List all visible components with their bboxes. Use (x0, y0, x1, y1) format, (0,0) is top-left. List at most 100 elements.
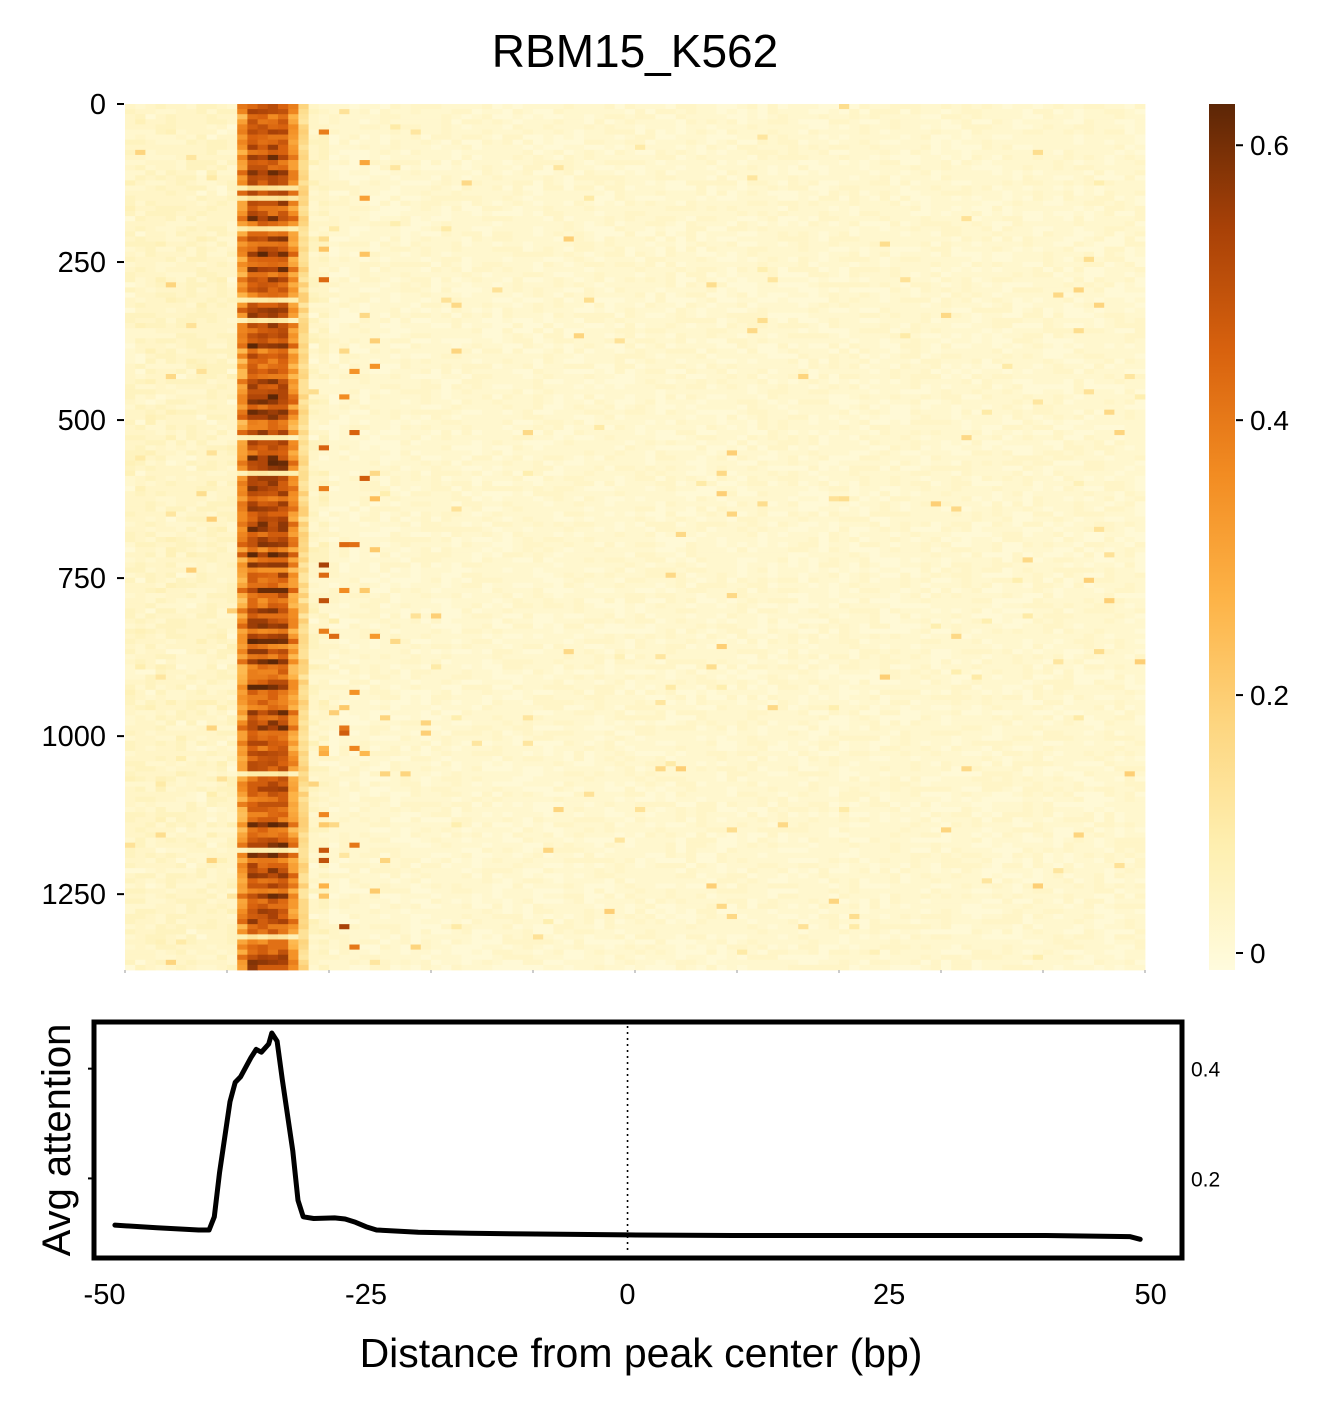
heatmap-cell-run-4510 (798, 445, 809, 451)
heatmap-cell-run-1330 (206, 205, 218, 212)
heatmap-cell-run-2401 (186, 287, 197, 293)
heatmap-cell-run-1092 (635, 185, 666, 191)
heatmap-cell-run-4979 (818, 480, 830, 487)
heatmap-cell-run-4375 (777, 435, 789, 441)
heatmap-cell-run-2332 (206, 282, 218, 288)
heatmap-cell-run-847 (910, 165, 921, 171)
heatmap-cell-run-4737 (288, 465, 299, 472)
heatmap-cell-run-4615 (400, 455, 411, 461)
heatmap-cell-run-2653 (737, 302, 748, 309)
heatmap-cell-run-2606 (1104, 297, 1125, 304)
heatmap-cell-run-1979 (165, 256, 177, 263)
heatmap-cell-run-372 (696, 129, 707, 135)
heatmap-cell-run-183 (777, 114, 789, 120)
heatmap-cell-run-2462 (1094, 287, 1105, 293)
heatmap-cell-run-3063 (135, 338, 146, 344)
heatmap-cell-run-37 (675, 104, 697, 110)
heatmap-cell-run-2062 (329, 261, 360, 268)
heatmap-cell-run-4707 (890, 460, 901, 467)
heatmap-cell-run-1183 (1073, 190, 1085, 197)
heatmap-cell-run-320 (920, 124, 932, 130)
heatmap-cell-run-3071 (247, 338, 258, 344)
heatmap-cell-run-917 (992, 170, 1003, 176)
heatmap-cell-run-2184 (135, 272, 167, 278)
heatmap-cell-run-4227 (533, 424, 544, 431)
heatmap-cell-run-1747 (696, 236, 707, 242)
heatmap-cell-run-3528 (920, 368, 932, 375)
heatmap-cell-run-4647 (818, 455, 830, 461)
heatmap-cell-run-3021 (512, 333, 524, 339)
heatmap-cell-run-1456 (257, 216, 269, 222)
heatmap-cell-run-3387 (869, 358, 881, 365)
heatmap-cell-run-1442 (1094, 210, 1105, 217)
heatmap-cell-run-4272 (237, 430, 248, 436)
heatmap-cell-run-2319 (1073, 277, 1085, 283)
heatmap-cell-run-3213 (257, 348, 269, 355)
heatmap-cell-run-501 (624, 139, 646, 146)
heatmap-cell-run-2824 (278, 317, 289, 324)
heatmap-cell-run-4526 (1063, 445, 1085, 451)
heatmap-cell-run-2625 (349, 302, 360, 309)
heatmap-cell-run-2085 (675, 261, 687, 268)
heatmap-cell-run-4311 (808, 430, 819, 436)
heatmap-cell-run-1848 (257, 246, 269, 253)
heatmap-cell-run-4100 (686, 414, 697, 421)
heatmap-cell-run-1347 (441, 205, 452, 212)
heatmap-cell-run-2113 (145, 267, 156, 273)
heatmap-cell-run-4299 (584, 430, 636, 436)
heatmap-cell-run-4950 (390, 480, 401, 487)
heatmap-cell-run-1483 (655, 216, 677, 222)
heatmap-cell-run-1046 (951, 180, 972, 186)
heatmap-cell-run-4450 (920, 440, 942, 446)
heatmap-cell-run-3729 (930, 384, 942, 390)
heatmap-cell-run-1285 (512, 200, 524, 207)
heatmap-cell-run-4531 (1134, 445, 1146, 451)
heatmap-cell-run-3038 (737, 333, 748, 339)
heatmap-cell-run-2815 (176, 317, 197, 324)
heatmap-cell-run-2256 (257, 277, 269, 283)
heatmap-cell-run-1570 (1083, 221, 1125, 227)
heatmap-cell-run-4431 (645, 440, 656, 446)
heatmap-cell-run-423 (410, 134, 422, 141)
heatmap-cell-run-67 (1124, 104, 1136, 110)
heatmap-cell-run-4349 (339, 435, 350, 441)
heatmap-cell-run-2711 (573, 307, 595, 314)
heatmap-cell-run-3457 (910, 363, 932, 370)
heatmap-cell-run-3320 (941, 353, 962, 360)
heatmap-cell-run-2545 (267, 297, 279, 304)
heatmap-cell-run-633 (696, 149, 707, 156)
heatmap-cell-run-1334 (257, 205, 279, 212)
heatmap-cell-run-863 (176, 170, 197, 176)
heatmap-cell-run-1550 (777, 221, 789, 227)
heatmap-cell-run-1903 (1073, 246, 1105, 253)
heatmap-cell-run-4780 (1022, 465, 1034, 472)
heatmap-cell-run-4213 (308, 424, 320, 431)
heatmap-cell-run-4264 (155, 430, 167, 436)
heatmap-cell-run-2246 (155, 277, 167, 283)
heatmap-cell-run-3602 (992, 373, 1013, 380)
heatmap-cell-run-754 (461, 160, 473, 166)
heatmap-cell-run-2968 (543, 328, 554, 334)
heatmap-cell-run-623 (584, 149, 595, 156)
heatmap-cell-run-2493 (533, 292, 544, 298)
heatmap-cell-run-2751 (247, 312, 258, 319)
heatmap-cell-run-2591 (941, 297, 952, 304)
heatmap-cell-run-1610 (686, 226, 707, 232)
heatmap-cell-run-2542 (227, 297, 238, 304)
heatmap-cell-run-3172 (747, 343, 758, 349)
heatmap-cell-run-980 (1012, 175, 1023, 181)
heatmap-cell-run-3744 (216, 389, 238, 395)
heatmap-cell-run-3124 (1073, 338, 1125, 344)
heatmap-cell-run-2127 (329, 267, 340, 273)
heatmap-cell-run-2940 (1063, 323, 1085, 329)
heatmap-cell-run-3502 (512, 368, 534, 375)
heatmap-cell-run-3915 (788, 399, 799, 405)
heatmap-cell-run-4753 (594, 465, 605, 472)
heatmap-cell-run-206 (165, 119, 177, 125)
heatmap-cell-run-3790 (1073, 389, 1085, 395)
heatmap-cell-run-3042 (788, 333, 830, 339)
heatmap-cell-run-1481 (624, 216, 636, 222)
heatmap-cell-run-4101 (696, 414, 717, 421)
heatmap-cell-run-4231 (573, 424, 595, 431)
heatmap-cell-run-4387 (930, 435, 962, 441)
